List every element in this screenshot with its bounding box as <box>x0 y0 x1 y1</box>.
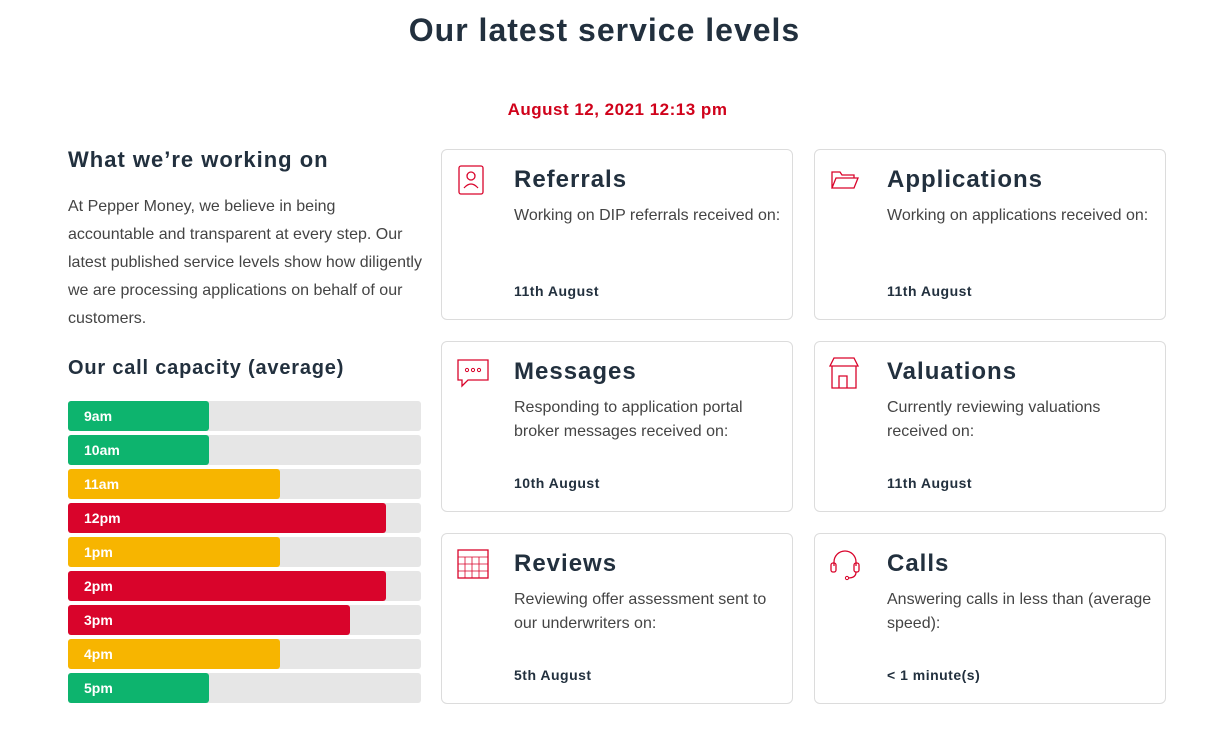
bar-track: 3pm <box>68 605 421 635</box>
card-status: 11th August <box>514 283 600 299</box>
bar-track: 12pm <box>68 503 421 533</box>
card-description: Currently reviewing valuations received … <box>887 399 1101 440</box>
bar <box>68 537 280 567</box>
card-status: 5th August <box>514 667 592 683</box>
bar <box>68 639 280 669</box>
service-card: Referrals Working on DIP referrals receiv… <box>441 149 793 320</box>
bar-track: 4pm <box>68 639 421 669</box>
bar <box>68 571 386 601</box>
service-card: Reviews Reviewing offer assessment sent t… <box>441 533 793 704</box>
bar <box>68 503 386 533</box>
card-icon <box>457 549 489 579</box>
card-icon <box>458 165 484 195</box>
card-title: Valuations <box>887 358 1018 385</box>
bar-label: 11am <box>84 476 120 492</box>
card-status: < 1 minute(s) <box>887 667 981 683</box>
bar <box>68 673 210 703</box>
card-status: 11th August <box>887 475 973 491</box>
bar-label: 10am <box>84 442 120 458</box>
service-card: Calls Answering calls in less than (avera… <box>814 533 1166 704</box>
intro-heading: What we’re working on <box>68 147 329 172</box>
chart-title: Our call capacity (average) <box>68 357 345 379</box>
bar <box>68 401 210 431</box>
bar-track: 5pm <box>68 673 421 703</box>
bar <box>68 435 210 465</box>
bar <box>68 469 280 499</box>
card-title: Calls <box>887 550 950 577</box>
card-icon <box>831 171 859 189</box>
timestamp: August 12, 2021 12:13 pm <box>507 100 728 119</box>
bar-track: 10am <box>68 435 421 465</box>
card-icon <box>457 359 489 388</box>
card-status: 11th August <box>887 283 973 299</box>
card-title: Reviews <box>514 550 618 577</box>
page-title: Our latest service levels <box>408 12 801 48</box>
bar-label: 9am <box>84 408 113 424</box>
card-title: Referrals <box>514 166 628 193</box>
card-status: 10th August <box>514 475 600 491</box>
bar-track: 2pm <box>68 571 421 601</box>
bar-label: 4pm <box>84 646 113 662</box>
bar-label: 1pm <box>84 544 113 560</box>
card-icon <box>830 550 860 581</box>
bar-track: 11am <box>68 469 421 499</box>
bar <box>68 605 351 635</box>
intro-text: At Pepper Money, we believe in being acc… <box>68 198 422 327</box>
bar-label: 2pm <box>84 578 113 594</box>
bar-track: 9am <box>68 401 421 431</box>
card-title: Messages <box>514 358 637 385</box>
card-description: Answering calls in less than (average sp… <box>887 591 1152 632</box>
card-icon <box>829 357 860 389</box>
service-card: Messages Responding to application portal… <box>441 341 793 512</box>
bar-label: 3pm <box>84 612 113 628</box>
bar-track: 1pm <box>68 537 421 567</box>
bar-label: 5pm <box>84 680 113 696</box>
service-card: Valuations Currently reviewing valuations… <box>814 341 1166 512</box>
card-description: Reviewing offer assessment sent to our u… <box>514 591 767 632</box>
bar-label: 12pm <box>84 510 121 526</box>
card-description: Working on DIP referrals received on: <box>514 207 781 224</box>
card-description: Responding to application portal broker … <box>514 399 743 440</box>
card-description: Working on applications received on: <box>887 207 1149 224</box>
card-title: Applications <box>887 166 1044 193</box>
service-card: Applications Working on applications rece… <box>814 149 1166 320</box>
